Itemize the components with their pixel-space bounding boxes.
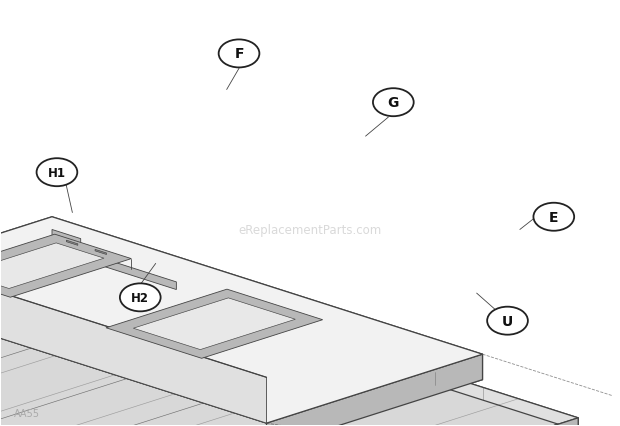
- Polygon shape: [0, 291, 515, 426]
- Text: U: U: [502, 314, 513, 328]
- Polygon shape: [0, 278, 578, 426]
- Text: H1: H1: [48, 166, 66, 179]
- Polygon shape: [0, 243, 104, 289]
- Polygon shape: [52, 217, 482, 380]
- Polygon shape: [106, 290, 322, 358]
- Circle shape: [373, 89, 414, 117]
- Polygon shape: [0, 217, 482, 423]
- Circle shape: [120, 284, 161, 311]
- Polygon shape: [0, 265, 578, 426]
- Polygon shape: [66, 241, 78, 246]
- Text: eReplacementParts.com: eReplacementParts.com: [238, 224, 382, 236]
- Circle shape: [219, 40, 259, 68]
- Polygon shape: [133, 298, 295, 350]
- Polygon shape: [100, 265, 578, 426]
- Polygon shape: [0, 265, 100, 374]
- Polygon shape: [0, 286, 267, 426]
- Polygon shape: [0, 240, 267, 423]
- Polygon shape: [65, 291, 515, 426]
- Circle shape: [533, 203, 574, 231]
- Text: E: E: [549, 210, 559, 224]
- Circle shape: [487, 307, 528, 335]
- Polygon shape: [0, 243, 482, 426]
- Text: H2: H2: [131, 291, 149, 304]
- Polygon shape: [0, 240, 267, 423]
- Text: AA55: AA55: [14, 408, 40, 418]
- Polygon shape: [276, 418, 578, 426]
- Circle shape: [37, 159, 78, 187]
- Text: G: G: [388, 96, 399, 110]
- Polygon shape: [95, 250, 107, 255]
- Polygon shape: [267, 354, 482, 426]
- Polygon shape: [81, 252, 176, 290]
- Text: F: F: [234, 47, 244, 61]
- Polygon shape: [276, 418, 578, 426]
- Polygon shape: [0, 235, 131, 297]
- Polygon shape: [52, 230, 81, 252]
- Polygon shape: [0, 217, 52, 311]
